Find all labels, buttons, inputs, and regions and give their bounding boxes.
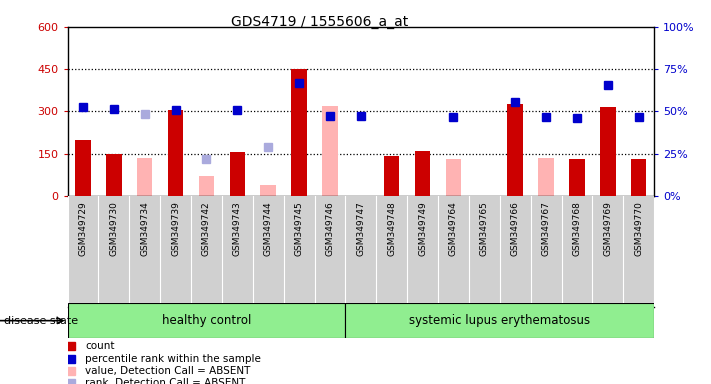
- Text: GSM349766: GSM349766: [510, 202, 520, 256]
- Text: GSM349748: GSM349748: [387, 202, 396, 256]
- Text: GSM349765: GSM349765: [480, 202, 489, 256]
- Bar: [508, 104, 523, 196]
- Bar: [137, 158, 152, 196]
- Text: systemic lupus erythematosus: systemic lupus erythematosus: [410, 314, 590, 327]
- Text: GSM349744: GSM349744: [264, 202, 273, 256]
- Text: GSM349739: GSM349739: [171, 202, 180, 256]
- Text: rank, Detection Call = ABSENT: rank, Detection Call = ABSENT: [85, 378, 245, 384]
- Text: GSM349734: GSM349734: [140, 202, 149, 256]
- Text: GSM349747: GSM349747: [356, 202, 365, 256]
- Bar: [260, 185, 276, 196]
- Text: GSM349764: GSM349764: [449, 202, 458, 256]
- Text: GSM349749: GSM349749: [418, 202, 427, 256]
- Text: healthy control: healthy control: [162, 314, 251, 327]
- Bar: [68, 303, 346, 338]
- Text: GSM349746: GSM349746: [326, 202, 334, 256]
- Bar: [322, 106, 338, 196]
- Text: disease state: disease state: [4, 316, 77, 326]
- Text: GSM349768: GSM349768: [572, 202, 582, 256]
- Bar: [538, 158, 554, 196]
- Text: GSM349770: GSM349770: [634, 202, 643, 256]
- Text: GSM349769: GSM349769: [604, 202, 612, 256]
- Bar: [631, 159, 646, 196]
- Text: count: count: [85, 341, 114, 351]
- Text: GDS4719 / 1555606_a_at: GDS4719 / 1555606_a_at: [231, 15, 408, 29]
- Bar: [292, 69, 307, 196]
- Bar: [600, 107, 616, 196]
- Text: GSM349743: GSM349743: [232, 202, 242, 256]
- Bar: [446, 159, 461, 196]
- Bar: [570, 159, 584, 196]
- Bar: [199, 176, 214, 196]
- Bar: [384, 156, 400, 196]
- Text: GSM349767: GSM349767: [542, 202, 550, 256]
- Bar: [106, 154, 122, 196]
- Bar: [415, 151, 430, 196]
- Text: percentile rank within the sample: percentile rank within the sample: [85, 354, 261, 364]
- Bar: [75, 139, 91, 196]
- Bar: [508, 154, 523, 196]
- Text: value, Detection Call = ABSENT: value, Detection Call = ABSENT: [85, 366, 250, 376]
- Bar: [346, 303, 654, 338]
- Text: GSM349745: GSM349745: [294, 202, 304, 256]
- Bar: [230, 152, 245, 196]
- Text: GSM349730: GSM349730: [109, 202, 118, 256]
- Bar: [168, 110, 183, 196]
- Text: GSM349742: GSM349742: [202, 202, 211, 256]
- Text: GSM349729: GSM349729: [78, 202, 87, 256]
